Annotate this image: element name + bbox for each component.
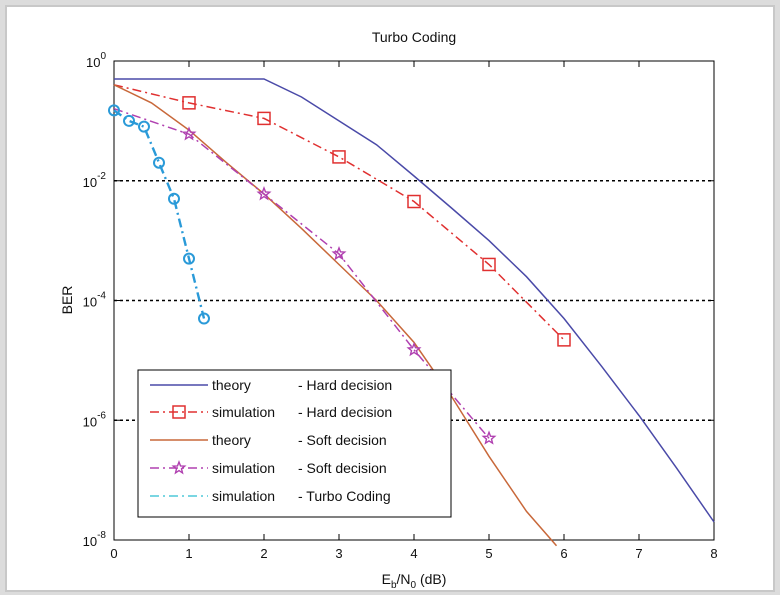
series-1 xyxy=(113,84,571,347)
series-3 xyxy=(113,107,497,445)
legend-kind-0: theory xyxy=(212,377,251,393)
series-4-point-4 xyxy=(168,192,180,205)
series-4-point-3 xyxy=(153,156,165,169)
series-3-point-3 xyxy=(331,245,347,261)
series-3-point-1 xyxy=(181,126,197,141)
x-label-mid: /N xyxy=(397,571,411,587)
series-4-point-6 xyxy=(198,312,210,325)
x-label-sub1: b xyxy=(391,580,397,591)
y-axis-label: BER xyxy=(59,286,75,315)
legend-label-0: - Hard decision xyxy=(298,377,392,393)
series-1-point-6 xyxy=(557,333,571,347)
series-3-point-4 xyxy=(406,341,422,357)
chart-title: Turbo Coding xyxy=(372,29,456,45)
legend-kind-3: simulation xyxy=(212,460,275,476)
x-tick-label-7: 7 xyxy=(635,546,642,561)
x-label-tail: (dB) xyxy=(416,571,446,587)
series-line-4 xyxy=(113,109,206,319)
legend-label-4: - Turbo Coding xyxy=(298,488,391,504)
x-tick-label-6: 6 xyxy=(560,546,567,561)
series-1-point-2 xyxy=(257,111,271,126)
x-tick-label-3: 3 xyxy=(335,546,342,561)
legend-label-2: - Soft decision xyxy=(298,432,387,448)
series-group xyxy=(108,78,715,547)
series-4-point-5 xyxy=(183,252,195,265)
legend-kind-4: simulation xyxy=(212,488,275,504)
legend-marker-3 xyxy=(171,460,187,475)
series-1-point-3 xyxy=(332,150,346,164)
series-4-point-2 xyxy=(138,120,150,133)
series-3-point-2 xyxy=(256,186,272,201)
legend: theory - Hard decision simulation - Hard de… xyxy=(137,369,452,518)
series-4-point-0 xyxy=(108,104,120,117)
x-tick-label-5: 5 xyxy=(485,546,492,561)
legend-marker-1 xyxy=(172,405,186,419)
legend-box xyxy=(137,369,452,518)
series-4-point-1 xyxy=(123,114,135,127)
series-line-3 xyxy=(113,107,490,439)
y-tick-labels: 100 10-2 10-4 10-6 10-8 xyxy=(83,51,107,549)
legend-label-1: - Hard decision xyxy=(298,404,392,420)
x-label-main: E xyxy=(382,571,391,587)
x-tick-label-4: 4 xyxy=(410,546,417,561)
x-tick-label-1: 1 xyxy=(185,546,192,561)
x-tick-label-2: 2 xyxy=(260,546,267,561)
x-tick-label-8: 8 xyxy=(710,546,717,561)
series-0 xyxy=(114,78,715,523)
x-tick-labels: 0 1 2 3 4 5 6 7 8 xyxy=(110,546,717,561)
series-line-1 xyxy=(113,84,565,341)
y-tick-label-2: 10-4 xyxy=(83,291,107,310)
x-axis-label: Eb/N0 (dB) xyxy=(382,571,447,591)
legend-kind-2: theory xyxy=(212,432,251,448)
x-tick-label-0: 0 xyxy=(110,546,117,561)
legend-label-3: - Soft decision xyxy=(298,460,387,476)
series-1-point-1 xyxy=(182,96,196,110)
x-label-sub2: 0 xyxy=(411,580,417,591)
legend-kind-1: simulation xyxy=(212,404,275,420)
series-3-point-5 xyxy=(481,430,497,445)
y-tick-label-3: 10-6 xyxy=(83,410,107,429)
y-tick-label-4: 10-8 xyxy=(83,530,107,549)
series-line-0 xyxy=(114,78,715,523)
series-4 xyxy=(108,104,210,325)
series-1-point-4 xyxy=(407,194,421,209)
y-tick-label-1: 10-2 xyxy=(83,171,107,190)
axis-ticks xyxy=(113,60,715,541)
series-1-point-5 xyxy=(482,257,496,272)
y-tick-label-0: 100 xyxy=(86,51,106,70)
